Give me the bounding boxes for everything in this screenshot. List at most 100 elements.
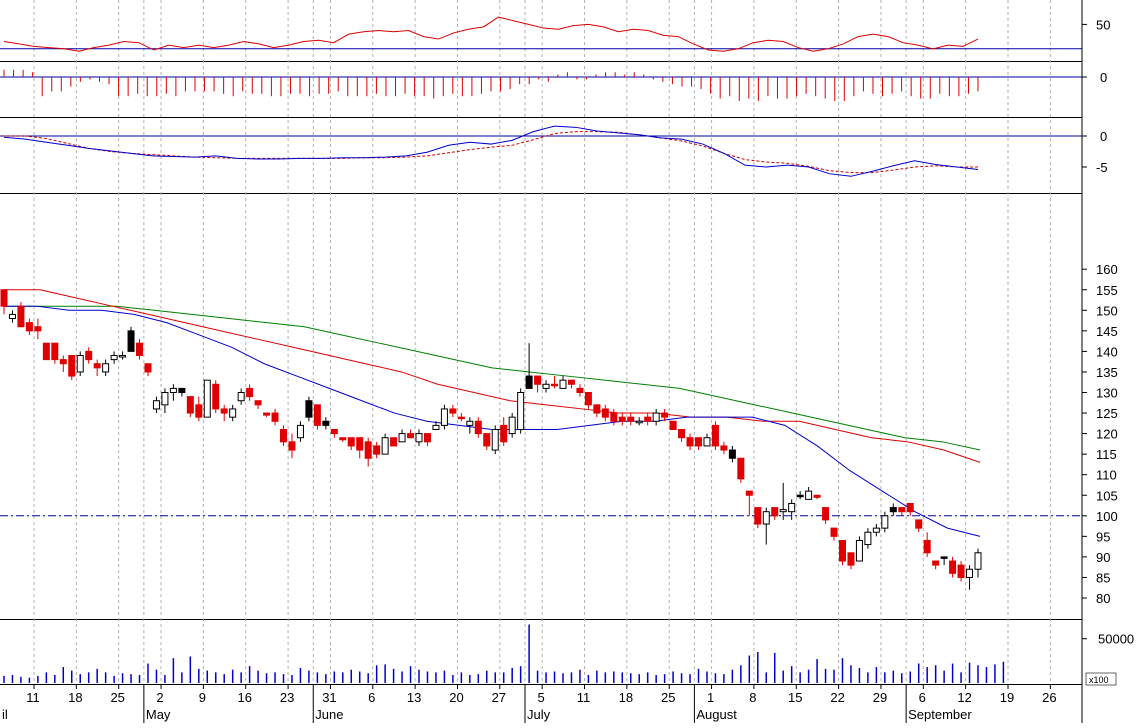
candle-body (872, 527, 880, 533)
candle-body (76, 355, 84, 373)
candle-body (440, 408, 448, 426)
candle-body (59, 359, 67, 365)
x-tick-label: 6 (919, 690, 926, 705)
price-tick-label: 125 (1096, 406, 1118, 421)
candle (169, 384, 177, 401)
candle-body (966, 568, 974, 578)
candle (610, 408, 618, 426)
candle (525, 343, 533, 389)
price-tick-label: 85 (1096, 570, 1110, 585)
candle (728, 445, 736, 463)
candle-body (838, 539, 846, 562)
price-tick-label: 150 (1096, 303, 1118, 318)
candle-body (500, 424, 508, 443)
candle (440, 404, 448, 430)
candle (966, 565, 974, 590)
candle-body (8, 313, 16, 320)
price-tick-label: 160 (1096, 262, 1118, 277)
x-tick-label: 25 (110, 690, 124, 705)
candle (203, 379, 211, 418)
candle (42, 342, 50, 361)
candle (923, 532, 931, 557)
candle (186, 396, 194, 418)
price-tick-label: 155 (1096, 283, 1118, 298)
candle-body (246, 387, 254, 398)
candle-body (144, 363, 152, 373)
candle-body (373, 445, 381, 455)
candle (263, 412, 271, 418)
candle-body (152, 400, 160, 410)
candle (737, 457, 745, 483)
candle (279, 425, 287, 446)
candle (872, 524, 880, 537)
candle (254, 400, 262, 409)
candle (508, 413, 516, 438)
candle (906, 502, 914, 516)
candle-body (288, 441, 296, 451)
candle (313, 404, 321, 430)
candle-body (695, 437, 703, 447)
candle (398, 429, 406, 443)
candle-body (237, 392, 245, 402)
candle-body (407, 433, 415, 439)
candle-body (745, 490, 753, 496)
candle (627, 413, 635, 426)
candle (8, 310, 16, 323)
month-label: June (315, 707, 343, 722)
candle (25, 318, 33, 335)
candle-body (949, 560, 957, 574)
candle (551, 376, 559, 389)
macd-tick-label: -5 (1096, 160, 1108, 175)
candle (813, 494, 821, 500)
moving-average-slow (4, 305, 981, 451)
candle (449, 404, 457, 418)
candle (322, 417, 330, 430)
candle-body (855, 539, 863, 562)
x-tick-label: 11 (26, 690, 40, 705)
candle-body (415, 433, 423, 443)
candle-body (754, 507, 762, 525)
candle (771, 507, 779, 520)
candle-body (263, 412, 271, 416)
candle-body (508, 416, 516, 435)
candle-body (161, 392, 169, 406)
candle (559, 376, 567, 389)
candle (805, 487, 813, 500)
price-tick-label: 135 (1096, 365, 1118, 380)
price-tick-label: 80 (1096, 591, 1110, 606)
candle-body (788, 502, 796, 513)
candle (102, 359, 110, 377)
candle-body (593, 404, 601, 414)
candle (119, 351, 127, 360)
candle (288, 433, 296, 459)
x-tick-label: 29 (873, 690, 887, 705)
month-label: August (696, 707, 737, 722)
x-tick-label: 18 (619, 690, 633, 705)
candle-body (796, 494, 804, 498)
x-tick-label: 26 (1042, 690, 1056, 705)
candle (601, 404, 609, 422)
candle-body (635, 420, 643, 424)
candle (974, 548, 982, 578)
x-tick-label: 8 (749, 690, 756, 705)
candle-body (178, 387, 186, 394)
candle (339, 437, 347, 442)
candle (59, 355, 67, 372)
x-tick-label: 19 (1000, 690, 1014, 705)
candle (534, 375, 542, 393)
candle-body (432, 424, 440, 430)
candle (432, 421, 440, 430)
candle-body (34, 326, 42, 332)
candle (915, 519, 923, 533)
candle (542, 380, 550, 393)
candle (195, 396, 203, 422)
candle-body (305, 400, 313, 418)
candle-body (102, 363, 110, 373)
x-tick-label: 12 (957, 690, 971, 705)
candle (415, 429, 423, 446)
candle-body (254, 400, 262, 406)
x-tick-label: 25 (661, 690, 675, 705)
candle-body (474, 420, 482, 435)
candle (855, 536, 863, 562)
